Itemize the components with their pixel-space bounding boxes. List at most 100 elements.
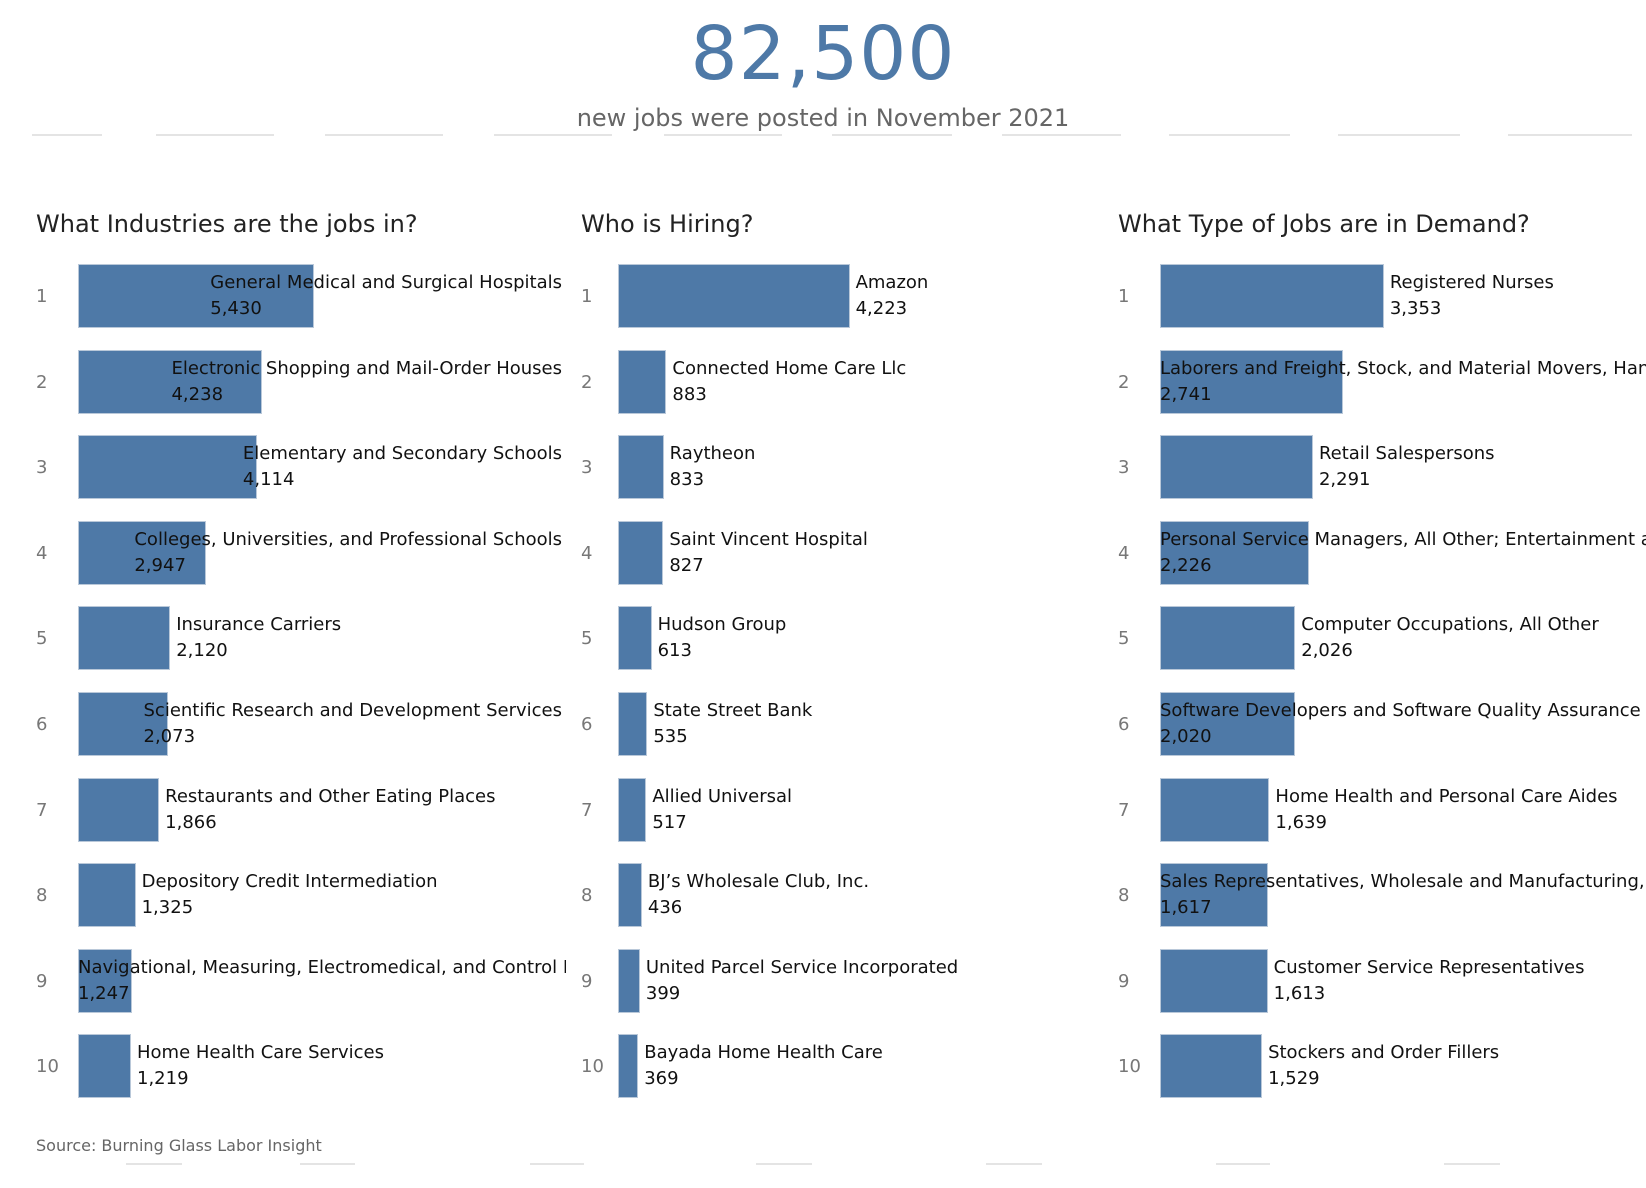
- rank-label: 4: [1118, 542, 1130, 564]
- rank-label: 8: [1118, 885, 1130, 907]
- bar-row: 7 Allied Universal 517: [581, 777, 1091, 844]
- bar-row: 6 Scientific Research and Development Ser…: [36, 692, 566, 758]
- category-label: Bayada Home Health Care: [644, 1042, 883, 1064]
- bar-row: 1 Registered Nurses 3,353: [1118, 264, 1646, 330]
- bar[interactable]: [1160, 349, 1343, 414]
- bar[interactable]: [1160, 777, 1270, 842]
- bar[interactable]: [618, 692, 648, 756]
- value-label: 2,073: [143, 726, 196, 747]
- bar[interactable]: [618, 349, 667, 414]
- bar[interactable]: [1160, 520, 1309, 585]
- bar-row: 3 Raytheon 833: [581, 435, 1091, 501]
- rank-label: 10: [36, 1056, 59, 1078]
- bar[interactable]: [618, 777, 647, 842]
- bar[interactable]: [78, 520, 207, 585]
- bar[interactable]: [618, 1034, 639, 1099]
- category-label: Insurance Carriers: [176, 614, 342, 636]
- bar-row: 4 Colleges, Universities, and Professiona…: [36, 520, 566, 587]
- bar-row: 5 Insurance Carriers 2,120: [36, 606, 566, 672]
- bar[interactable]: [78, 777, 160, 842]
- rank-label: 1: [581, 286, 593, 307]
- value-label: 883: [672, 383, 707, 405]
- rank-label: 10: [1118, 1056, 1141, 1078]
- rank-label: 6: [36, 714, 48, 735]
- bar[interactable]: [1160, 435, 1313, 500]
- bar-row: 3 Retail Salespersons 2,291: [1118, 435, 1646, 501]
- bar[interactable]: [618, 606, 652, 671]
- bar-row: 1 General Medical and Surgical Hospitals 5…: [36, 264, 566, 330]
- bar[interactable]: [1160, 1034, 1263, 1099]
- bar[interactable]: [1160, 692, 1295, 756]
- category-label: Electronic Shopping and Mail-Order House…: [171, 357, 562, 379]
- bar-row: 8 BJ’s Wholesale Club, Inc. 436: [581, 863, 1091, 929]
- bar[interactable]: [618, 948, 640, 1013]
- bar-row: 2 Electronic Shopping and Mail-Order Hous…: [36, 349, 566, 416]
- headline-subtitle: new jobs were posted in November 2021: [576, 104, 1070, 132]
- bar[interactable]: [618, 863, 642, 928]
- bar[interactable]: [78, 863, 136, 928]
- bar[interactable]: [78, 692, 169, 756]
- bar[interactable]: [618, 435, 664, 500]
- category-label: Depository Credit Intermediation: [141, 871, 438, 893]
- bar-row: 3 Elementary and Secondary Schools 4,114: [36, 435, 566, 501]
- bar[interactable]: [1160, 264, 1384, 328]
- chart-employers: Who is Hiring? 1 Amazon 4,223 2 Connected Ho…: [581, 204, 1091, 1104]
- rank-label: 5: [581, 628, 593, 650]
- rank-label: 5: [36, 628, 48, 650]
- bar[interactable]: [1160, 948, 1268, 1013]
- category-label: Connected Home Care Llc: [672, 357, 907, 379]
- rank-label: 6: [1118, 714, 1130, 735]
- bar[interactable]: [618, 264, 850, 328]
- category-label: Computer Occupations, All Other: [1301, 614, 1599, 636]
- bar-row: 8 Sales Representatives, Wholesale and Ma…: [1118, 863, 1646, 929]
- bar[interactable]: [78, 948, 133, 1013]
- rank-label: 9: [1118, 970, 1130, 992]
- bar-row: 7 Restaurants and Other Eating Places 1,86…: [36, 777, 566, 844]
- category-label: Colleges, Universities, and Professional…: [134, 528, 562, 550]
- value-label: 1,866: [165, 811, 217, 833]
- bar-row: 6 Software Developers and Software Qualit…: [1118, 692, 1646, 758]
- bar[interactable]: [78, 1034, 131, 1099]
- bar[interactable]: [78, 264, 315, 328]
- bar-row: 8 Depository Credit Intermediation 1,325: [36, 863, 566, 929]
- rank-label: 3: [581, 457, 593, 479]
- rank-label: 9: [581, 970, 593, 992]
- bar-row: 5 Hudson Group 613: [581, 606, 1091, 672]
- rank-label: 3: [1118, 457, 1130, 479]
- value-label: 613: [657, 640, 692, 662]
- bar[interactable]: [1160, 863, 1268, 928]
- value-label: 399: [645, 982, 681, 1004]
- category-label: Software Developers and Software Quality…: [1160, 700, 1646, 721]
- bar-row: 2 Laborers and Freight, Stock, and Materi…: [1118, 349, 1646, 416]
- category-label: Registered Nurses: [1389, 272, 1554, 293]
- bar[interactable]: [78, 349, 263, 414]
- category-label: Saint Vincent Hospital: [669, 528, 868, 550]
- category-label: Sales Representatives, Wholesale and Man…: [1160, 871, 1646, 893]
- category-label: Personal Service Managers, All Other; En…: [1160, 528, 1646, 550]
- rank-label: 1: [36, 286, 48, 307]
- bar[interactable]: [1160, 606, 1296, 671]
- bar[interactable]: [618, 520, 664, 585]
- value-label: 369: [644, 1068, 679, 1090]
- rank-label: 4: [581, 542, 593, 564]
- category-label: Restaurants and Other Eating Places: [165, 785, 496, 807]
- rank-label: 1: [1118, 286, 1130, 307]
- rank-label: 9: [36, 970, 48, 992]
- bar-row: 2 Connected Home Care Llc 883: [581, 349, 1091, 416]
- value-label: 2,020: [1160, 726, 1212, 747]
- category-label: Scientific Research and Development Serv…: [143, 700, 563, 721]
- bar[interactable]: [78, 606, 171, 671]
- rank-label: 2: [36, 371, 48, 393]
- bar[interactable]: [78, 435, 257, 500]
- value-label: 4,238: [171, 383, 224, 405]
- headline-total-jobs: 82,500: [690, 11, 956, 97]
- chart-industries: What Industries are the jobs in? 1 Genera…: [36, 204, 566, 1104]
- bar-row: 10 Stockers and Order Fillers 1,529: [1118, 1034, 1646, 1100]
- value-label: 2,120: [176, 640, 228, 662]
- bar-row: 7 Home Health and Personal Care Aides 1,63…: [1118, 777, 1646, 844]
- bar-row: 4 Saint Vincent Hospital 827: [581, 520, 1091, 587]
- bar-row: 4 Personal Service Managers, All Other; E…: [1118, 520, 1646, 587]
- category-label: State Street Bank: [653, 700, 813, 721]
- bar-row: 5 Computer Occupations, All Other 2,026: [1118, 606, 1646, 672]
